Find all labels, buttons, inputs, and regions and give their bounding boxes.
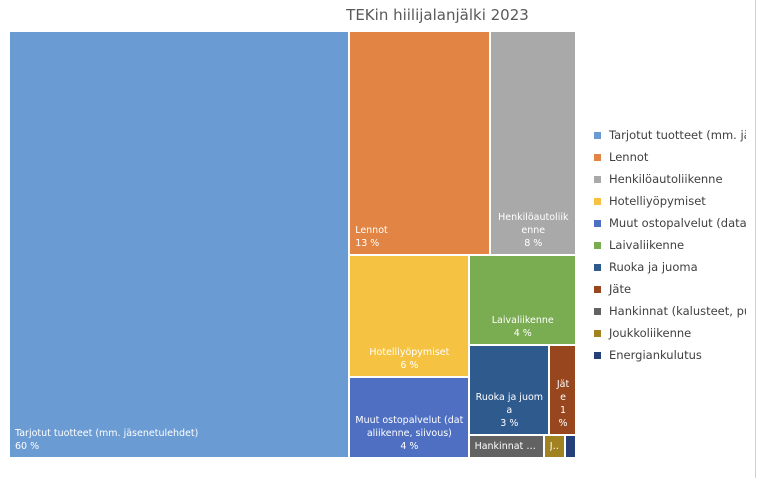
legend-label: Hankinnat (kalusteet, puh — [609, 304, 746, 318]
legend-swatch — [594, 153, 601, 161]
treemap-tile: Jäte 1 % — [550, 346, 575, 435]
frame-edge — [755, 0, 756, 478]
tile-label: Jäte 1 % — [555, 378, 571, 430]
legend-label: Tarjotut tuotteet (mm. jäsenetulehdet) — [609, 128, 746, 142]
treemap-tile: Lennot 13 % — [350, 32, 489, 255]
tile-label: Laivaliikenne 4 % — [475, 314, 571, 340]
chart-title: TEKin hiilijalanjälki 2023 — [346, 6, 529, 24]
legend: Tarjotut tuotteet (mm. jäsenetulehdet) Le… — [594, 124, 746, 366]
tile-value-label: 6 % — [400, 359, 419, 371]
legend-label: Joukkoliikenne — [609, 326, 692, 340]
legend-swatch — [594, 285, 601, 293]
treemap-tile: Hankinnat (kalusteet, puh — [469, 436, 543, 457]
legend-item: Hankinnat (kalusteet, puh — [594, 300, 746, 322]
legend-item: Jäte — [594, 278, 746, 300]
legend-label: Energiankulutus — [609, 348, 702, 362]
tile-label: Lennot 13 % — [355, 224, 484, 250]
treemap-tile: Laivaliikenne 4 % — [469, 256, 575, 345]
legend-item: Laivaliikenne — [594, 234, 746, 256]
legend-swatch — [594, 329, 601, 337]
tile-name: Laivaliikenne — [491, 315, 554, 327]
tile-name: Hotelliyöpymiset — [369, 346, 450, 358]
legend-swatch — [594, 263, 601, 271]
legend-label: Hotelliyöpymiset — [609, 194, 706, 208]
tile-name: Joukkoliikenne — [549, 440, 560, 452]
legend-label: Laivaliikenne — [609, 238, 685, 252]
treemap-tile: Tarjotut tuotteet (mm. jäsenetulehdet) 60… — [10, 32, 349, 457]
tile-label: Tarjotut tuotteet (mm. jäsenetulehdet) 60… — [15, 427, 344, 453]
tile-name: Ruoka ja juoma — [475, 392, 544, 417]
tile-name: Tarjotut tuotteet (mm. jäsenetulehdet) — [15, 428, 199, 439]
tile-name: Muut ostopalvelut (dataliikenne, siivous… — [355, 414, 464, 439]
treemap-tile: Henkilöautoliikenne 8 % — [490, 32, 575, 255]
tile-label: Muut ostopalvelut (dataliikenne, siivous… — [355, 414, 463, 453]
treemap-tile: Ruoka ja juoma 3 % — [469, 346, 549, 435]
legend-item: Joukkoliikenne — [594, 322, 746, 344]
legend-item: Ruoka ja juoma — [594, 256, 746, 278]
tile-name: Henkilöautoliikenne — [498, 212, 569, 237]
legend-label: Muut ostopalvelut (dataliikenne, siivous… — [609, 216, 746, 230]
treemap-tile: Hotelliyöpymiset 6 % — [350, 256, 468, 376]
tile-value-label: 4 % — [513, 328, 532, 340]
tile-label: Ruoka ja juoma 3 % — [475, 391, 545, 430]
tile-value-label: 8 % — [524, 238, 543, 250]
tile-label: Joukkoliikenne — [550, 440, 560, 453]
legend-swatch — [594, 175, 601, 183]
tile-label: Hankinnat (kalusteet, puh — [475, 440, 539, 453]
legend-item: Muut ostopalvelut (dataliikenne, siivous… — [594, 212, 746, 234]
legend-label: Ruoka ja juoma — [609, 260, 698, 274]
legend-label: Henkilöautoliikenne — [609, 172, 723, 186]
legend-swatch — [594, 219, 601, 227]
treemap-tile: Joukkoliikenne — [544, 436, 565, 457]
tile-name: Hankinnat (kalusteet, puh — [474, 440, 539, 452]
legend-item: Henkilöautoliikenne — [594, 168, 746, 190]
legend-swatch — [594, 131, 601, 139]
tile-value-label: 3 % — [500, 418, 519, 430]
legend-label: Lennot — [609, 150, 649, 164]
tile-value-label: 60 % — [15, 441, 40, 452]
tile-name: Lennot — [355, 225, 388, 237]
tile-value-label: 1 % — [558, 405, 568, 430]
treemap-tile: Muut ostopalvelut (dataliikenne, siivous… — [350, 377, 468, 457]
legend-swatch — [594, 241, 601, 249]
legend-item: Tarjotut tuotteet (mm. jäsenetulehdet) — [594, 124, 746, 146]
legend-item: Lennot — [594, 146, 746, 168]
tile-name: Jäte — [556, 379, 570, 404]
tile-value-label: 13 % — [355, 238, 380, 250]
tile-label: Henkilöautoliikenne 8 % — [496, 211, 571, 250]
legend-swatch — [594, 197, 601, 205]
legend-label: Jäte — [609, 282, 632, 296]
legend-item: Hotelliyöpymiset — [594, 190, 746, 212]
tile-value-label: 4 % — [400, 440, 419, 452]
legend-swatch — [594, 307, 601, 315]
tile-label: Hotelliyöpymiset 6 % — [355, 346, 463, 372]
legend-item: Energiankulutus — [594, 344, 746, 366]
legend-swatch — [594, 351, 601, 359]
treemap-tile — [566, 436, 575, 457]
